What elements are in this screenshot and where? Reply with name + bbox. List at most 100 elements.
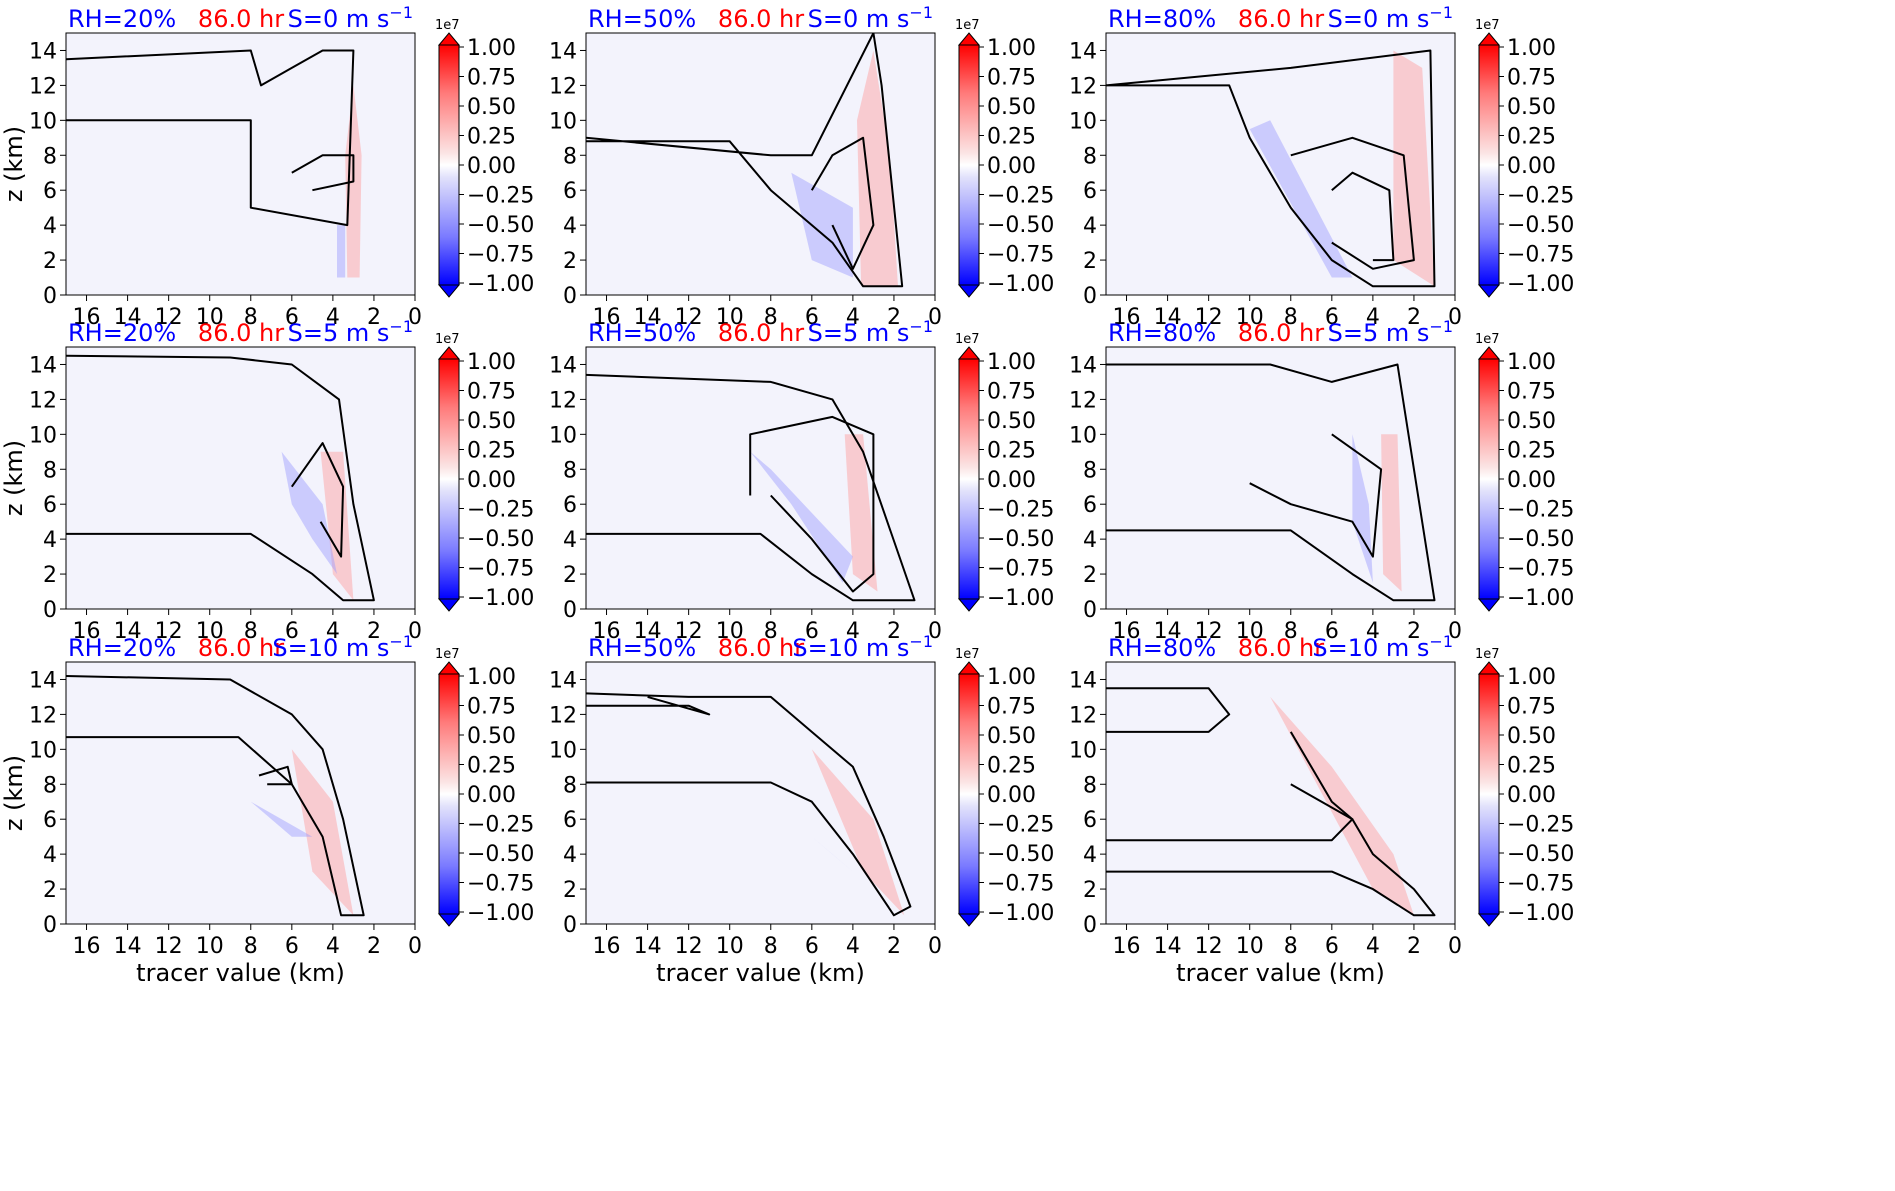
- contour-line: [1249, 433, 1383, 558]
- x-tick-label: 16: [593, 305, 621, 330]
- colorbar-exponent: 1e7: [435, 18, 460, 33]
- plot-area: [66, 33, 415, 295]
- colorbar-tick-label: −0.25: [987, 184, 1054, 209]
- negative-region: [750, 451, 853, 583]
- colorbar-tick-label: 0.50: [1507, 409, 1556, 434]
- colorbar-max-arrow: [1477, 32, 1501, 46]
- colorbar-tick-label: −0.25: [467, 184, 534, 209]
- colorbar-tick-label: −1.00: [1507, 272, 1574, 297]
- x-axis-label: tracer value (km): [136, 959, 345, 987]
- colorbar-tick-label: −0.25: [987, 498, 1054, 523]
- colorbar-tick-label: 0.00: [1507, 783, 1556, 808]
- x-tick-label: 0: [928, 305, 942, 330]
- rh-label: RH=80%: [1108, 5, 1216, 33]
- colorbar-exponent: 1e7: [1475, 18, 1500, 33]
- y-tick-label: 0: [43, 913, 57, 938]
- y-tick-label: 10: [549, 738, 577, 763]
- colorbar: 1e7 1.00 0.75 0.50 0.25 0.00 −0.25 −0.50 −0.75 −1…: [1475, 332, 1574, 612]
- x-tick-label: 8: [764, 934, 778, 959]
- colorbar-tick-label: 0.50: [467, 95, 516, 120]
- contour-line: [1106, 783, 1354, 842]
- colorbar-tick-label: −1.00: [987, 272, 1054, 297]
- axes-frame: [585, 661, 936, 925]
- panel-7: 0 2 4 6 8 10 12 14 16 14 12 10 8 6 4 2 0 RH=20% 86.0 hrS=1…: [0, 632, 534, 988]
- x-tick-label: 10: [716, 619, 744, 644]
- x-tick-label: 10: [1236, 934, 1264, 959]
- colorbar-tick-label: −0.75: [1507, 243, 1574, 268]
- x-tick-label: 12: [1195, 305, 1223, 330]
- y-tick-label: 10: [1069, 423, 1097, 448]
- colorbar-tick-label: 1.00: [1507, 350, 1556, 375]
- shear-label: S=10 m s−1: [1312, 632, 1453, 663]
- colorbar-exponent: 1e7: [435, 332, 460, 347]
- panel-1: 0 2 4 6 8 10 12 14 16 14 12 10 8 6 4 2 0 RH=20% 86.0 hr S=0…: [0, 3, 534, 331]
- colorbar-tick-label: −1.00: [467, 272, 534, 297]
- colorbar-tick-label: 0.25: [1507, 439, 1556, 464]
- rh-label: RH=50%: [588, 319, 696, 347]
- x-tick-label: 0: [408, 619, 422, 644]
- colorbar-tick-label: 1.00: [1507, 36, 1556, 61]
- colorbar-tick-label: 0.75: [467, 380, 516, 405]
- colorbar-exponent: 1e7: [955, 332, 980, 347]
- x-tick-label: 4: [846, 619, 860, 644]
- contour-line: [1106, 363, 1436, 602]
- y-tick-label: 2: [563, 249, 577, 274]
- x-tick-label: 16: [1113, 934, 1141, 959]
- contour-line: [1290, 136, 1415, 270]
- colorbar-scale: [438, 358, 460, 600]
- x-tick-label: 4: [846, 934, 860, 959]
- x-tick-label: 16: [73, 305, 101, 330]
- colorbar-tick-label: −1.00: [987, 586, 1054, 611]
- y-tick-label: 6: [1083, 179, 1097, 204]
- y-tick-label: 4: [1083, 214, 1097, 239]
- x-tick-label: 6: [1325, 305, 1339, 330]
- x-tick-label: 8: [1284, 619, 1298, 644]
- contour-line: [1106, 687, 1231, 733]
- y-tick-label: 14: [549, 353, 577, 378]
- y-tick-label: 14: [549, 39, 577, 64]
- axes-frame: [585, 32, 936, 296]
- y-tick-label: 0: [563, 913, 577, 938]
- plot-area: [586, 33, 935, 295]
- x-tick-label: 8: [244, 619, 258, 644]
- x-tick-label: 14: [1154, 305, 1182, 330]
- x-tick-label: 12: [155, 305, 183, 330]
- x-tick-label: 0: [1448, 934, 1462, 959]
- y-tick-label: 2: [563, 878, 577, 903]
- x-tick-label: 16: [1113, 619, 1141, 644]
- y-tick-label: 8: [563, 773, 577, 798]
- x-tick-label: 2: [367, 934, 381, 959]
- x-tick-label: 8: [1284, 305, 1298, 330]
- x-tick-label: 16: [593, 934, 621, 959]
- y-tick-label: 12: [29, 703, 57, 728]
- shear-label: S=10 m s−1: [792, 632, 933, 663]
- colorbar-tick-label: 0.50: [1507, 95, 1556, 120]
- negative-region: [811, 836, 853, 872]
- axes-frame: [1105, 661, 1456, 925]
- colorbar-tick-label: −0.50: [987, 842, 1054, 867]
- contour-line: [291, 154, 355, 192]
- colorbar-tick-label: 0.50: [987, 95, 1036, 120]
- y-tick-label: 14: [29, 668, 57, 693]
- colorbar-tick-label: 0.75: [987, 66, 1036, 91]
- colorbar-tick-label: −1.00: [467, 901, 534, 926]
- colorbar-tick-label: 0.25: [987, 439, 1036, 464]
- colorbar-tick-label: −0.75: [467, 872, 534, 897]
- x-tick-label: 10: [196, 305, 224, 330]
- colorbar-tick-label: −0.75: [987, 243, 1054, 268]
- rh-label: RH=80%: [1108, 319, 1216, 347]
- axes-frame: [1105, 346, 1456, 610]
- positive-region: [291, 749, 354, 916]
- colorbar-tick-label: −0.75: [467, 243, 534, 268]
- contour-line: [258, 765, 293, 786]
- colorbar-max-arrow: [1477, 346, 1501, 360]
- x-tick-label: 4: [326, 619, 340, 644]
- colorbar-tick-label: −0.75: [1507, 872, 1574, 897]
- y-tick-label: 8: [1083, 773, 1097, 798]
- contour-line: [586, 33, 904, 288]
- y-tick-label: 8: [43, 144, 57, 169]
- y-tick-label: 0: [1083, 284, 1097, 309]
- x-tick-label: 10: [196, 934, 224, 959]
- x-tick-label: 6: [285, 305, 299, 330]
- colorbar-exponent: 1e7: [1475, 332, 1500, 347]
